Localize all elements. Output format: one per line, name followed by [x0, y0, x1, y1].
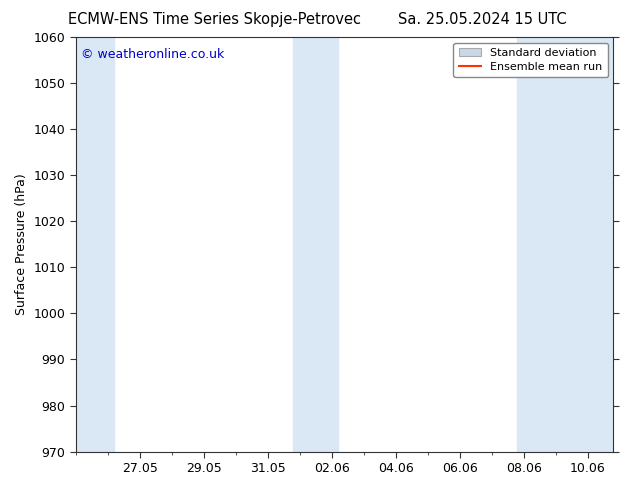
Bar — [76, 37, 114, 452]
Text: © weatheronline.co.uk: © weatheronline.co.uk — [81, 48, 224, 60]
Y-axis label: Surface Pressure (hPa): Surface Pressure (hPa) — [15, 173, 28, 315]
Bar — [517, 37, 614, 452]
Bar — [294, 37, 339, 452]
Text: ECMW-ENS Time Series Skopje-Petrovec        Sa. 25.05.2024 15 UTC: ECMW-ENS Time Series Skopje-Petrovec Sa.… — [68, 12, 566, 27]
Legend: Standard deviation, Ensemble mean run: Standard deviation, Ensemble mean run — [453, 43, 608, 77]
